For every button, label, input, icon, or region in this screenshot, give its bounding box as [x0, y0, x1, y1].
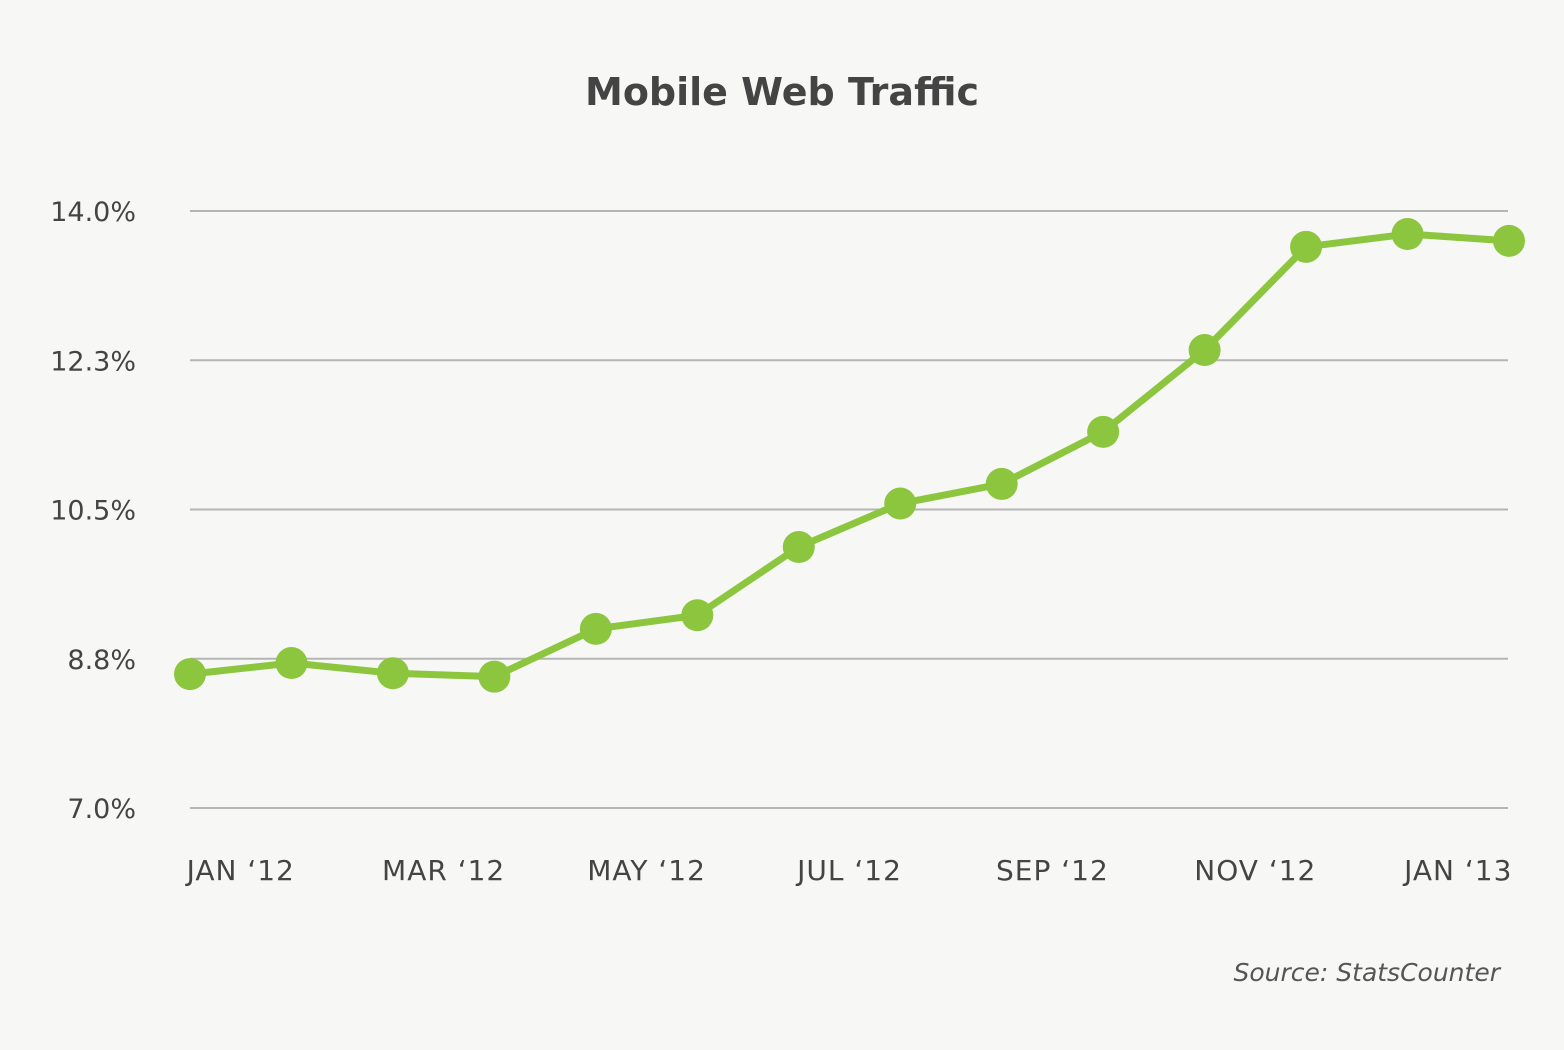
data-point: [1391, 218, 1424, 251]
x-tick-label: SEP ‘12: [996, 854, 1109, 887]
data-point: [1290, 230, 1323, 263]
data-point: [681, 599, 714, 632]
data-point: [1493, 224, 1525, 257]
y-tick-label: 7.0%: [67, 794, 136, 825]
data-point: [174, 658, 206, 691]
x-tick-label: JUL ‘12: [795, 854, 902, 887]
y-tick-label: 8.8%: [67, 645, 136, 676]
y-tick-label: 14.0%: [50, 197, 136, 228]
data-point: [1087, 415, 1120, 448]
data-point: [1188, 334, 1221, 367]
x-tick-label: NOV ‘12: [1194, 854, 1316, 887]
data-point: [884, 487, 917, 520]
data-point: [985, 467, 1018, 500]
data-point: [478, 660, 511, 693]
y-tick-label: 10.5%: [50, 496, 136, 527]
x-tick-label: MAR ‘12: [382, 854, 505, 887]
data-point: [579, 612, 612, 645]
series-line: [189, 230, 1510, 681]
chart-title: Mobile Web Traffic: [585, 70, 979, 114]
data-point: [275, 647, 308, 680]
x-tick-label: JAN ‘12: [185, 854, 295, 887]
data-point: [782, 531, 815, 564]
data-point: [376, 657, 409, 690]
x-tick-label: MAY ‘12: [587, 854, 706, 887]
source-note: Source: StatsCounter: [1233, 958, 1500, 987]
y-tick-label: 12.3%: [50, 346, 136, 377]
x-tick-label: JAN ‘13: [1402, 854, 1512, 887]
